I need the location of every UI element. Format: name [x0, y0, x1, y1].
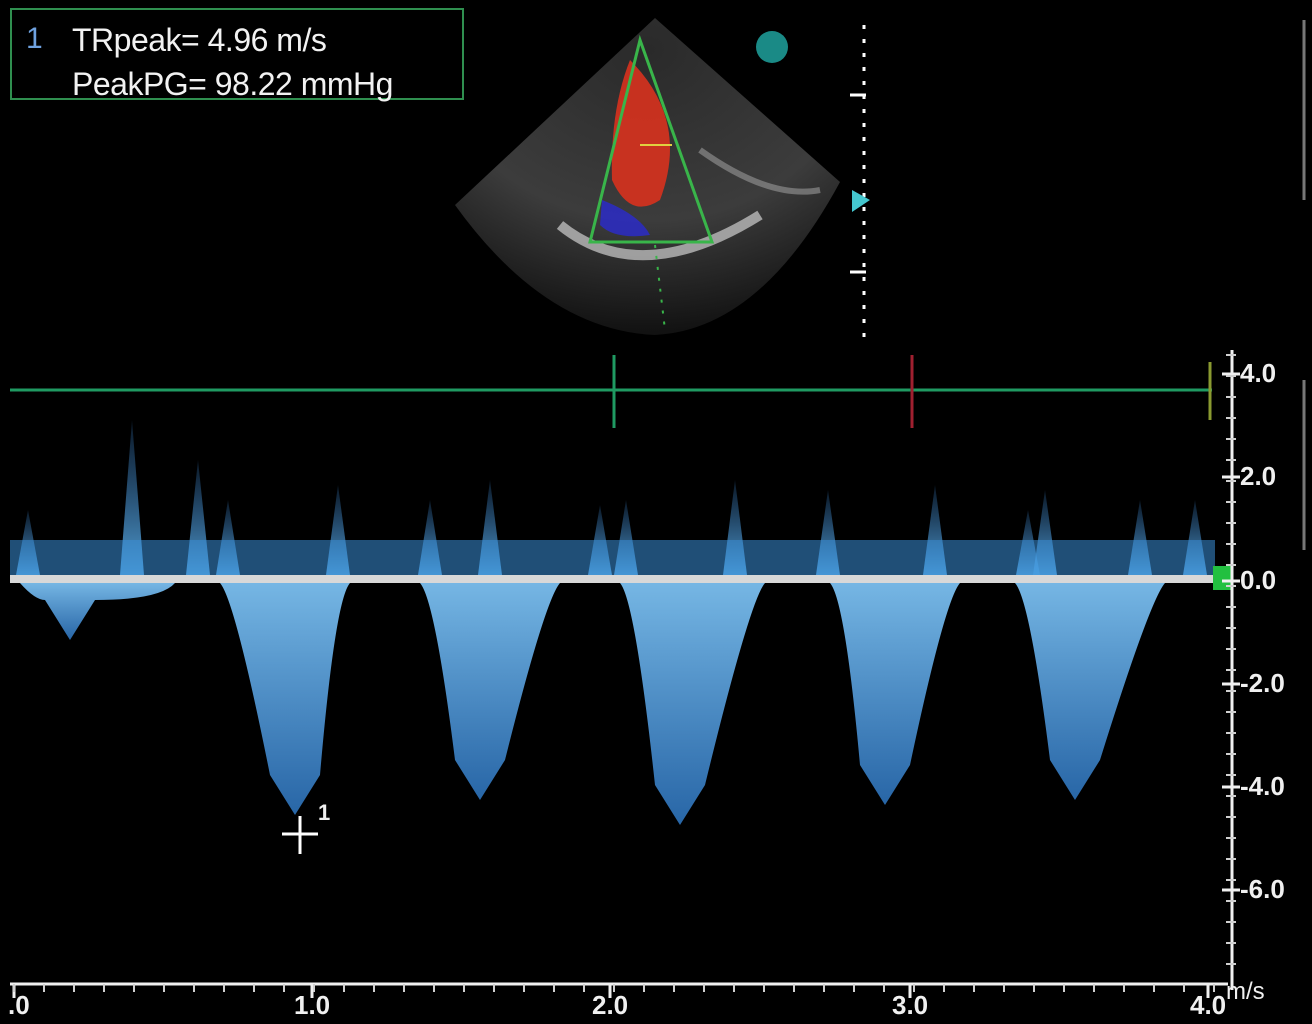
depth-scale [850, 25, 870, 345]
time-axis [10, 982, 1228, 998]
tr-waveform [20, 583, 175, 640]
velocity-axis [1222, 350, 1240, 990]
tr-waveform [620, 583, 765, 825]
forward-flow-spikes [10, 420, 1215, 575]
marker-dot-icon [756, 31, 788, 63]
time-tick-label: .0 [8, 990, 30, 1020]
velocity-tick-label: -2.0 [1240, 668, 1285, 698]
velocity-tick-label: 4.0 [1240, 358, 1277, 388]
color-box-outline [588, 34, 715, 244]
velocity-tick-label: 0.0 [1240, 565, 1277, 595]
velocity-unit: m/s [1226, 978, 1265, 1005]
velocity-tick-label: 2.0 [1240, 461, 1277, 491]
focus-marker-icon [852, 190, 870, 212]
peak-pg-label: PeakPG [72, 66, 189, 102]
tr-waveform [830, 583, 960, 805]
spectral-doppler-area [10, 355, 1231, 854]
sector-wall-echo [556, 210, 763, 261]
tr-waveform [1015, 583, 1165, 800]
baseline-handle[interactable] [1213, 566, 1231, 590]
tr-waveform [420, 583, 560, 800]
tr-peak-value: 4.96 m/s [207, 22, 327, 58]
velocity-tick-label: -6.0 [1240, 874, 1285, 904]
sector-image [455, 18, 840, 335]
peak-pg-value: 98.22 mmHg [214, 66, 394, 102]
time-tick-label: 3.0 [892, 990, 929, 1020]
peak-caliper-icon[interactable] [282, 816, 318, 854]
time-tick-label: 4.0 [1190, 990, 1227, 1020]
forward-flow-spike [120, 420, 144, 575]
baseline [10, 575, 1220, 583]
peak-pg-row: PeakPG= 98.22 mmHg [72, 66, 394, 102]
tr-peak-label: TRpeak [72, 22, 182, 58]
sector-septum-echo [698, 147, 821, 195]
measurement-panel: 1 TRpeak= 4.96 m/s PeakPG= 98.22 mmHg [10, 8, 464, 102]
caliper-number: 1 [318, 800, 331, 825]
time-tick-label: 2.0 [592, 990, 629, 1020]
tr-waveform [220, 583, 350, 815]
tr-peak-row: TRpeak= 4.96 m/s [72, 22, 327, 58]
near-baseline-flow [10, 540, 1215, 575]
tr-waveforms [20, 583, 1165, 825]
time-tick-label: 1.0 [294, 990, 331, 1020]
velocity-tick-label: -4.0 [1240, 771, 1285, 801]
measurement-index: 1 [26, 22, 43, 55]
color-flow-reverse [600, 200, 650, 237]
